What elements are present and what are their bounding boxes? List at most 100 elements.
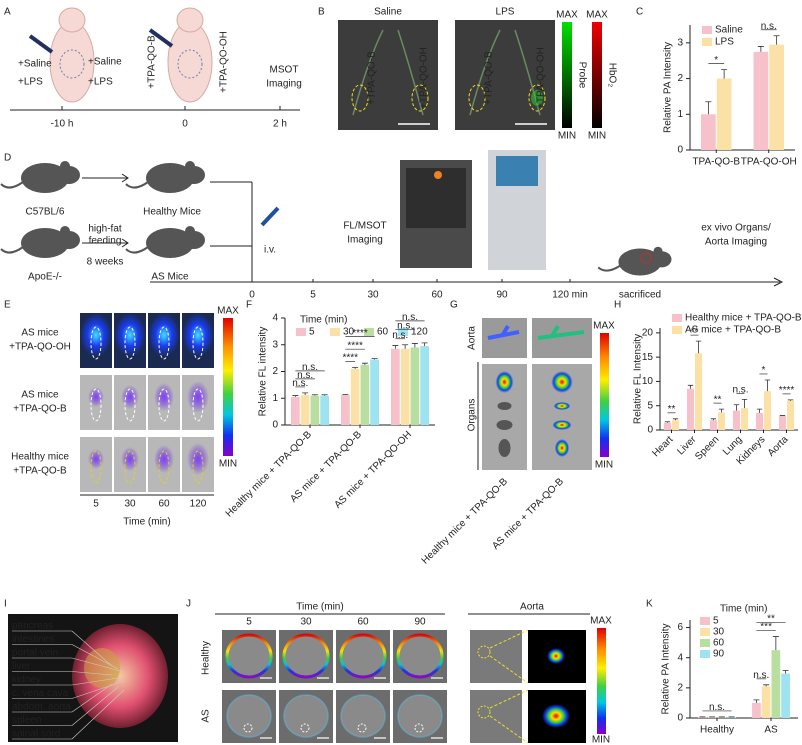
label: i.v. (264, 245, 276, 256)
error-bar (321, 394, 328, 396)
body-section (283, 694, 329, 738)
roi (351, 84, 369, 112)
leader (71, 677, 119, 686)
roi (124, 450, 136, 484)
error-bar (392, 345, 399, 349)
label: +TPA-QO-B (367, 51, 378, 105)
legend-label: 5 (713, 616, 719, 627)
panel-label: C (636, 7, 643, 18)
signal (148, 313, 180, 357)
bar (755, 413, 763, 430)
panel-label: G (450, 300, 458, 311)
label: MSOT (270, 65, 299, 76)
label: 30 (124, 499, 136, 510)
error-bar (705, 101, 712, 115)
error-bar (772, 636, 779, 651)
label: 120 (190, 499, 207, 510)
error-bar (773, 35, 780, 45)
panel-label: I (4, 599, 7, 610)
mouse-tail (0, 181, 24, 189)
bar (732, 410, 740, 430)
error-bar (302, 392, 309, 396)
label: c. vena cava (12, 688, 69, 699)
label: +TPA-QO-OH (419, 47, 430, 109)
error-bar (672, 418, 679, 421)
error-bar (753, 699, 760, 703)
label: spinal sord (12, 729, 60, 740)
y-tick-label: 2 (272, 366, 278, 377)
bar (341, 395, 350, 425)
mouse-head (58, 7, 86, 33)
y-axis-label: Relative PA Intensity (663, 42, 674, 133)
significance-label: * (762, 365, 766, 376)
roi (243, 723, 253, 733)
error-bar (352, 367, 359, 369)
bar (698, 717, 707, 718)
x-tick-label: TPA-QO-OH (741, 157, 797, 168)
label: 5 (246, 617, 252, 628)
instrument (496, 156, 538, 186)
label: high-fat (88, 224, 122, 235)
label: abdom. aorta (12, 702, 71, 713)
mouse-ear (185, 161, 195, 171)
y-tick-label: 0 (647, 425, 653, 436)
error-bar (757, 46, 764, 52)
error-bar (763, 684, 770, 687)
mouse-ear (653, 246, 663, 256)
legend-swatch (364, 328, 374, 336)
legend-swatch (296, 328, 306, 336)
y-tick-label: 0 (677, 145, 683, 156)
label: liver (12, 661, 31, 672)
panel-label: E (4, 300, 11, 311)
roi (357, 723, 367, 733)
y-tick-label: 3 (677, 37, 683, 48)
arrowhead (773, 277, 784, 287)
bar (707, 717, 717, 718)
leader (71, 657, 125, 673)
bar (391, 348, 400, 425)
bar (716, 78, 732, 150)
roi (90, 388, 102, 422)
mouse-head (176, 7, 204, 33)
y-tick-label: 15 (642, 352, 654, 363)
y-tick-label: 4 (677, 652, 683, 663)
mouse-ear (60, 226, 70, 236)
y-axis-label: Relative PA Intensity (661, 624, 672, 715)
label: Healthy Mice (143, 207, 201, 218)
bar (752, 702, 761, 718)
y-tick-label: 2 (677, 682, 683, 693)
label: Healthy mice + TPA-QO-B (420, 476, 510, 566)
significance-label: n.s. (397, 321, 413, 332)
x-tick-label: Healthy mice + TPA-QO-B (224, 429, 314, 519)
error-bar (721, 69, 728, 79)
error-bar (664, 421, 671, 423)
label: kidney (12, 675, 41, 686)
error-bar (741, 399, 748, 409)
error-bar (718, 408, 725, 413)
label: MIN (219, 459, 237, 470)
organ (552, 420, 572, 430)
bar (717, 717, 727, 718)
bar (709, 420, 717, 430)
signal (80, 313, 112, 357)
organ-outline (59, 49, 85, 79)
mouse-body (618, 248, 662, 276)
error-bar (695, 340, 702, 354)
significance-label: n.s. (761, 21, 777, 32)
x-tick-label: Aorta (766, 434, 791, 459)
bar (370, 359, 379, 425)
label: 0 (249, 290, 255, 301)
body-section (397, 694, 443, 738)
body-section (340, 694, 386, 738)
legend-label: Saline (715, 25, 743, 36)
label: intestines (12, 634, 54, 645)
significance-label: ** (691, 326, 699, 337)
significance-label: n.s. (402, 312, 418, 323)
y-tick-label: 0 (677, 713, 683, 724)
x-tick-label: AS (764, 725, 778, 736)
colorbar (597, 628, 606, 734)
mouse-tail (597, 264, 621, 272)
legend-swatch (702, 38, 712, 46)
error-bar (764, 379, 771, 392)
bar (350, 368, 360, 425)
